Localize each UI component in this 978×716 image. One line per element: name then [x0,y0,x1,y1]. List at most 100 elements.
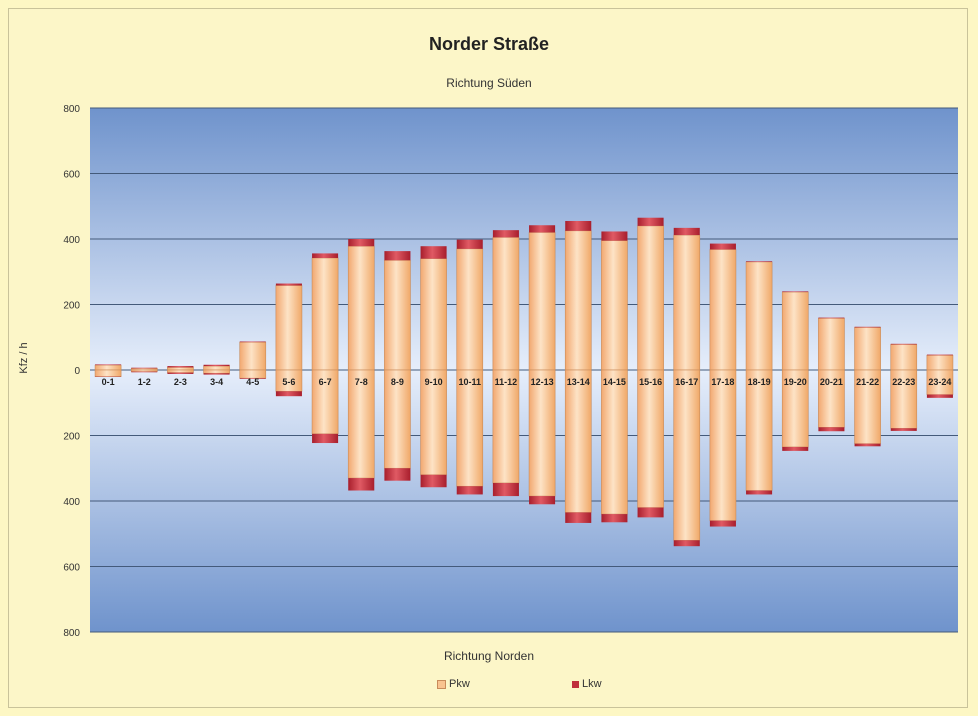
bar-pkw-nord [456,369,484,487]
bar-lkw-sued [890,343,917,345]
bar-lkw-nord [854,443,881,447]
category-label: 22-23 [892,377,915,387]
bar-pkw-sued [528,232,556,371]
legend-item-pkw: Pkw [437,678,470,690]
bar-pkw-sued [890,344,918,371]
bar-lkw-nord [746,490,773,495]
category-label: 11-12 [495,377,518,387]
bar-pkw-nord [492,369,520,484]
category-label: 14-15 [603,377,626,387]
category-label: 19-20 [784,377,807,387]
bar-pkw-nord [311,369,339,435]
bar-pkw-nord [854,369,881,444]
category-label: 18-19 [748,377,771,387]
bar-pkw-nord [673,369,701,541]
bar-pkw-nord [528,369,556,497]
bar-pkw-sued [420,258,447,371]
bar-lkw-nord [167,372,194,374]
bar-pkw-sued [637,225,664,371]
category-label: 6-7 [319,377,332,387]
bar-lkw-sued [420,246,447,259]
category-label: 15-16 [639,377,662,387]
legend-item-lkw: Lkw [572,678,602,690]
bar-pkw-nord [347,369,375,479]
legend-swatch-pkw [437,679,446,689]
bar-lkw-nord [890,428,917,431]
bar-pkw-sued [564,230,592,371]
bar-lkw-sued [637,217,664,226]
y-tick-label: 800 [63,628,80,639]
bar-pkw-sued [203,365,230,371]
category-label: 5-6 [282,377,295,387]
bar-pkw-nord [167,369,194,373]
bar-lkw-nord [348,478,375,491]
bar-lkw-nord [456,486,483,495]
bar-lkw-sued [384,251,411,261]
bar-lkw-nord [529,496,556,505]
bar-lkw-sued [95,364,122,366]
bar-pkw-nord [130,369,158,372]
bar-lkw-nord [312,433,339,444]
category-label: 9-10 [425,377,443,387]
bar-pkw-sued [709,249,737,371]
category-label: 10-11 [458,377,481,387]
category-label: 3-4 [210,377,223,387]
category-label: 12-13 [531,377,554,387]
bars-layer [94,217,954,547]
bar-pkw-sued [347,245,375,371]
bar-lkw-sued [529,225,556,233]
bar-lkw-sued [275,283,302,286]
bar-pkw-sued [601,240,628,371]
bar-lkw-sued [601,231,628,241]
bar-lkw-sued [926,354,953,356]
bar-pkw-sued [275,285,303,371]
bar-pkw-nord [94,369,122,377]
bar-lkw-sued [492,230,519,238]
category-label: 0-1 [102,377,115,387]
bar-lkw-sued [673,227,700,236]
bar-lkw-sued [167,366,194,368]
legend-label-lkw: Lkw [582,678,602,690]
category-label: 17-18 [711,377,734,387]
bar-lkw-nord [203,373,230,375]
category-label: 8-9 [391,377,404,387]
category-label: 20-21 [820,377,843,387]
category-label: 23-24 [928,377,951,387]
bar-pkw-nord [745,369,773,491]
bar-lkw-sued [782,291,809,293]
bar-pkw-sued [926,354,954,371]
bar-lkw-sued [203,364,230,367]
bar-pkw-sued [167,367,194,371]
bar-pkw-nord [637,369,664,508]
category-label: 1-2 [138,377,151,387]
bar-lkw-nord [926,394,953,398]
bar-lkw-sued [709,243,736,250]
bar-lkw-nord [709,520,736,527]
bar-pkw-sued [94,364,122,371]
category-label: 21-22 [856,377,879,387]
category-label: 16-17 [675,377,698,387]
bar-lkw-nord [818,427,845,432]
legend-label-pkw: Pkw [449,678,470,690]
bar-lkw-nord [239,378,266,379]
category-label: 2-3 [174,377,187,387]
bar-pkw-nord [781,369,809,448]
bar-lkw-nord [565,512,592,523]
bar-pkw-sued [311,257,339,371]
bar-pkw-sued [384,259,411,371]
bar-pkw-sued [781,291,809,371]
bar-pkw-nord [818,369,845,428]
y-tick-label: 400 [63,497,80,508]
chart-title: Norder Straße [428,34,550,54]
bar-pkw-sued [745,261,773,371]
y-tick-label: 0 [74,366,80,377]
y-tick-label: 600 [63,563,80,574]
bar-pkw-sued [239,341,267,371]
bar-lkw-nord [673,540,700,547]
labels-layer: 800 600 400 200 0 200 400 600 800 0-1 1-2 2-3 3-4 4-5… [63,104,951,639]
bar-lkw-sued [312,253,339,258]
bar-pkw-sued [456,248,484,371]
bar-lkw-sued [131,367,158,369]
bar-lkw-nord [420,474,447,488]
